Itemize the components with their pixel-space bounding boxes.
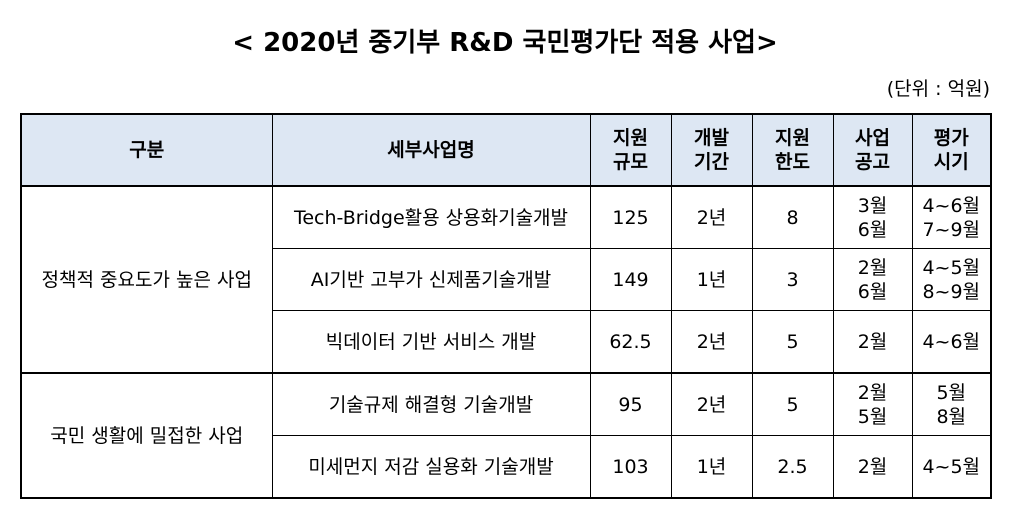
scale-cell: 103: [589, 435, 672, 499]
limit-cell: 5: [751, 372, 834, 436]
notice-cell: 3월 6월: [832, 185, 913, 249]
header-row: 구분 세부사업명 지원 규모 개발 기간 지원 한도 사업 공고 평가 시기: [20, 113, 992, 187]
program-cell: 미세먼지 저감 실용화 기술개발: [271, 435, 591, 499]
table-row: 빅데이터 기반 서비스 개발 62.5 2년 5 2월 4~6월: [21, 310, 992, 374]
notice-cell: 2월: [832, 310, 913, 374]
scale-cell: 149: [589, 248, 672, 311]
header-program: 세부사업명: [271, 113, 591, 187]
table-row: AI기반 고부가 신제품기술개발 149 1년 3 2월 6월 4~5월 8~9월: [21, 248, 992, 311]
unit-note: (단위 : 억원): [886, 78, 990, 100]
category-cell: 국민 생활에 밀접한 사업: [20, 372, 273, 499]
notice-cell: 2월 5월: [832, 372, 913, 436]
limit-cell: 2.5: [751, 435, 834, 499]
header-evaluation: 평가 시기: [911, 113, 992, 187]
evaluation-cell: 4~5월 8~9월: [911, 248, 992, 311]
limit-cell: 5: [751, 310, 834, 374]
table-row: 국민 생활에 밀접한 사업 기술규제 해결형 기술개발 95 2년 5 2월 5월…: [20, 372, 992, 499]
evaluation-cell: 4~5월: [911, 435, 992, 499]
program-cell: Tech-Bridge활용 상용화기술개발: [271, 185, 591, 249]
header-period: 개발 기간: [670, 113, 753, 187]
program-cell: AI기반 고부가 신제품기술개발: [271, 248, 591, 311]
program-cell: 기술규제 해결형 기술개발: [271, 372, 591, 436]
notice-cell: 2월: [832, 435, 913, 499]
header-scale: 지원 규모: [589, 113, 672, 187]
category-cell: 정책적 중요도가 높은 사업: [20, 185, 273, 374]
scale-cell: 125: [589, 185, 672, 249]
table-row: 미세먼지 저감 실용화 기술개발 103 1년 2.5 2월 4~5월: [21, 435, 992, 499]
page-title: < 2020년 중기부 R&D 국민평가단 적용 사업>: [232, 28, 778, 58]
header-category: 구분: [20, 113, 273, 187]
period-cell: 1년: [670, 435, 753, 499]
header-notice: 사업 공고: [832, 113, 913, 187]
evaluation-cell: 4~6월 7~9월: [911, 185, 992, 249]
scale-cell: 95: [589, 372, 672, 436]
period-cell: 2년: [670, 372, 753, 436]
period-cell: 2년: [670, 185, 753, 249]
scale-cell: 62.5: [589, 310, 672, 374]
evaluation-cell: 5월 8월: [911, 372, 992, 436]
program-cell: 빅데이터 기반 서비스 개발: [271, 310, 591, 374]
limit-cell: 3: [751, 248, 834, 311]
table-row: 정책적 중요도가 높은 사업 Tech-Bridge활용 상용화기술개발 125…: [20, 185, 992, 374]
period-cell: 1년: [670, 248, 753, 311]
header-limit: 지원 한도: [751, 113, 834, 187]
notice-cell: 2월 6월: [832, 248, 913, 311]
limit-cell: 8: [751, 185, 834, 249]
program-table: 구분 세부사업명 지원 규모 개발 기간 지원 한도 사업 공고 평가 시기 정책적 중요…: [20, 113, 992, 499]
evaluation-cell: 4~6월: [911, 310, 992, 374]
period-cell: 2년: [670, 310, 753, 374]
